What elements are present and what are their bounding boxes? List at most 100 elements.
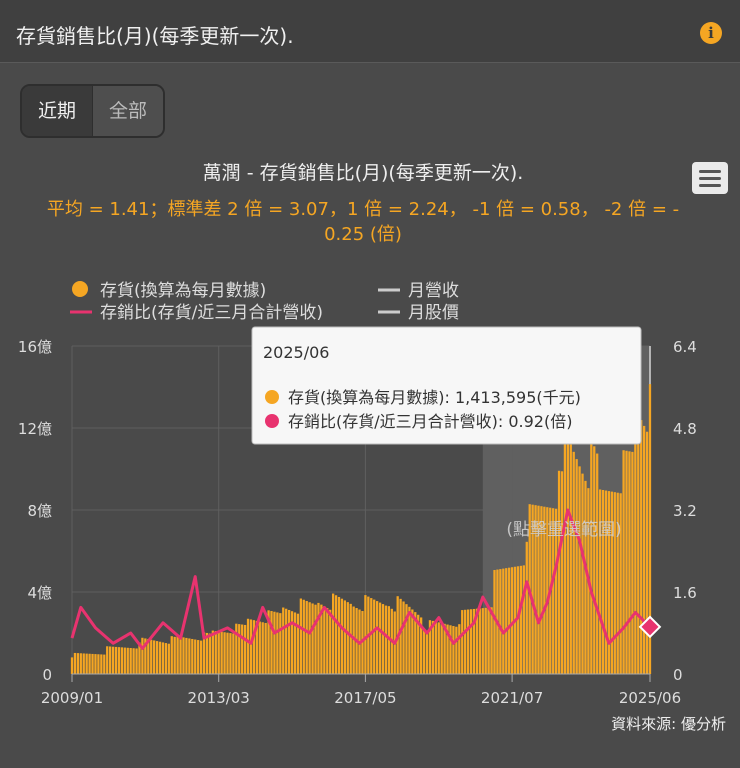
inventory-bar[interactable] (235, 623, 238, 674)
inventory-bar[interactable] (425, 631, 429, 674)
inventory-bar[interactable] (264, 622, 267, 674)
inventory-bar[interactable] (170, 636, 173, 674)
inventory-bar[interactable] (484, 607, 487, 674)
inventory-bar[interactable] (417, 614, 420, 674)
inventory-bar[interactable] (185, 637, 188, 674)
inventory-bar[interactable] (217, 631, 220, 674)
inventory-bar[interactable] (361, 611, 364, 674)
inventory-bar[interactable] (158, 641, 162, 674)
inventory-bar[interactable] (91, 653, 94, 674)
inventory-bar[interactable] (326, 608, 329, 674)
inventory-bar[interactable] (537, 505, 540, 674)
inventory-bar[interactable] (293, 612, 297, 674)
inventory-bar[interactable] (434, 621, 437, 674)
inventory-bar[interactable] (111, 646, 115, 674)
inventory-bar[interactable] (73, 652, 77, 674)
inventory-bar[interactable] (502, 568, 505, 674)
inventory-bar[interactable] (384, 605, 388, 674)
inventory-bar[interactable] (120, 647, 124, 674)
inventory-bar[interactable] (352, 606, 355, 674)
inventory-bar[interactable] (126, 647, 129, 674)
inventory-bar[interactable] (290, 611, 294, 674)
inventory-bar[interactable] (540, 506, 543, 674)
inventory-bar[interactable] (461, 610, 464, 674)
tab-recent[interactable]: 近期 (22, 86, 92, 136)
inventory-bar[interactable] (563, 430, 567, 674)
inventory-bar[interactable] (243, 624, 247, 674)
inventory-bar[interactable] (241, 624, 244, 674)
inventory-bar[interactable] (349, 603, 352, 674)
inventory-bar[interactable] (578, 466, 581, 674)
inventory-bar[interactable] (153, 640, 156, 674)
inventory-bar[interactable] (258, 621, 261, 674)
inventory-bar[interactable] (232, 633, 235, 674)
inventory-bar[interactable] (226, 632, 229, 674)
inventory-bar[interactable] (396, 596, 399, 674)
inventory-bar[interactable] (208, 633, 212, 674)
inventory-bar[interactable] (114, 646, 118, 674)
inventory-bar[interactable] (437, 622, 440, 674)
inventory-bar[interactable] (607, 491, 611, 674)
inventory-bar[interactable] (214, 630, 217, 674)
inventory-bar[interactable] (596, 453, 599, 674)
inventory-bar[interactable] (402, 601, 405, 674)
inventory-bar[interactable] (464, 609, 467, 674)
inventory-bar[interactable] (340, 598, 344, 674)
inventory-bar[interactable] (475, 608, 479, 674)
inventory-bar[interactable] (598, 489, 602, 674)
inventory-bar[interactable] (261, 622, 264, 674)
inventory-bar[interactable] (590, 439, 593, 674)
inventory-bar[interactable] (167, 643, 170, 674)
inventory-bar[interactable] (76, 653, 80, 674)
inventory-bar[interactable] (155, 641, 159, 674)
inventory-bar[interactable] (634, 408, 637, 674)
inventory-bar[interactable] (443, 623, 446, 674)
inventory-bar[interactable] (560, 471, 564, 674)
inventory-bar[interactable] (510, 567, 514, 674)
inventory-bar[interactable] (103, 654, 106, 674)
inventory-bar[interactable] (543, 506, 546, 674)
inventory-bar[interactable] (519, 565, 523, 674)
inventory-bar[interactable] (270, 611, 273, 674)
inventory-bar[interactable] (287, 609, 291, 674)
inventory-bar[interactable] (575, 459, 578, 674)
inventory-bar[interactable] (466, 609, 470, 674)
inventory-bar[interactable] (549, 507, 552, 674)
inventory-bar[interactable] (117, 647, 121, 674)
inventory-bar[interactable] (329, 609, 332, 674)
hamburger-menu-icon[interactable] (692, 162, 728, 194)
inventory-bar[interactable] (522, 565, 525, 674)
inventory-bar[interactable] (554, 508, 558, 674)
inventory-bar[interactable] (161, 642, 165, 674)
inventory-bar[interactable] (238, 624, 241, 674)
inventory-bar[interactable] (569, 444, 572, 674)
inventory-bar[interactable] (85, 653, 88, 674)
inventory-bar[interactable] (625, 450, 628, 674)
inventory-bar[interactable] (375, 601, 379, 674)
inventory-bar[interactable] (593, 446, 596, 674)
inventory-bar[interactable] (601, 489, 605, 674)
inventory-bar[interactable] (173, 636, 176, 674)
ratio-hover-marker[interactable] (638, 615, 662, 639)
inventory-bar[interactable] (367, 596, 370, 674)
inventory-bar[interactable] (147, 639, 150, 674)
inventory-bar[interactable] (202, 632, 206, 674)
inventory-bar[interactable] (566, 437, 569, 674)
legend-label-ratio[interactable]: 存銷比(存貨/近三月合計營收) (100, 303, 323, 323)
inventory-bar[interactable] (364, 595, 367, 674)
legend-label-revenue[interactable]: 月營收 (408, 281, 459, 301)
inventory-bar[interactable] (604, 490, 608, 674)
inventory-bar[interactable] (138, 642, 141, 674)
inventory-bar[interactable] (642, 425, 646, 674)
inventory-bar[interactable] (132, 648, 135, 674)
inventory-bar[interactable] (255, 620, 258, 674)
inventory-bar[interactable] (408, 606, 411, 674)
inventory-bar[interactable] (557, 470, 561, 674)
inventory-bar[interactable] (381, 604, 385, 674)
inventory-bar[interactable] (182, 637, 185, 674)
inventory-bar[interactable] (150, 639, 153, 674)
inventory-bar[interactable] (88, 653, 91, 674)
inventory-bar[interactable] (648, 384, 652, 674)
inventory-bar[interactable] (314, 604, 317, 674)
inventory-bar[interactable] (637, 414, 640, 674)
